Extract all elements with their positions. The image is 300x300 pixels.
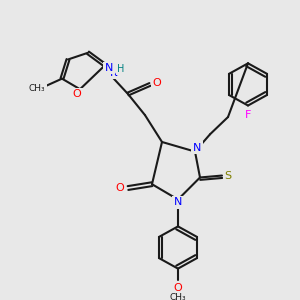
Text: N: N: [174, 197, 182, 207]
Text: N: N: [110, 68, 118, 78]
Text: S: S: [224, 171, 232, 181]
Text: O: O: [153, 77, 161, 88]
Text: H: H: [117, 64, 125, 74]
Text: CH₃: CH₃: [170, 293, 186, 300]
Text: O: O: [174, 283, 182, 293]
Text: N: N: [193, 143, 201, 153]
Text: F: F: [245, 110, 251, 120]
Text: O: O: [73, 89, 81, 99]
Text: O: O: [116, 183, 124, 193]
Text: N: N: [105, 63, 113, 73]
Text: CH₃: CH₃: [29, 84, 45, 93]
